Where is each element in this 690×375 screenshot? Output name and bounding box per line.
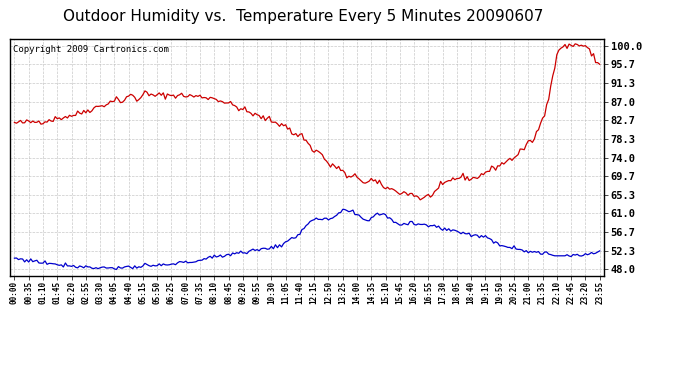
Text: Copyright 2009 Cartronics.com: Copyright 2009 Cartronics.com xyxy=(13,45,169,54)
Text: Outdoor Humidity vs.  Temperature Every 5 Minutes 20090607: Outdoor Humidity vs. Temperature Every 5… xyxy=(63,9,544,24)
